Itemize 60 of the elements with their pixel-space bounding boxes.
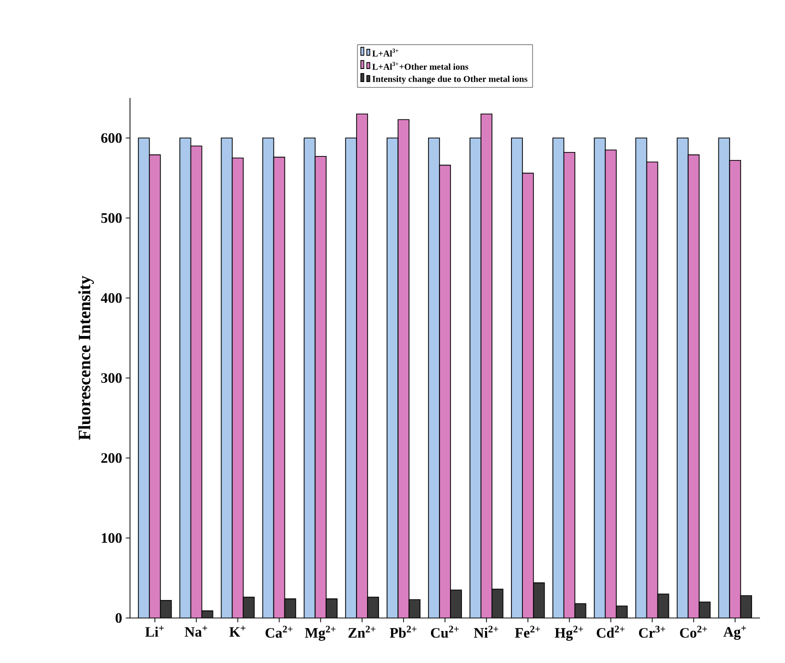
x-tick-label: Co$^{2+}$	[680, 626, 708, 638]
bar	[605, 150, 616, 618]
bar	[149, 154, 160, 618]
legend-label: L+Al$^{3+}$+Other metal ions	[372, 62, 468, 70]
x-tick-label: Pb$^{2+}$	[390, 626, 416, 638]
y-tick-label: 300	[101, 373, 122, 383]
bar	[190, 146, 202, 618]
bar	[138, 138, 150, 618]
bar	[398, 120, 410, 618]
y-tick-label: 200	[101, 453, 122, 463]
x-tick-label: Li$^{+}$	[145, 626, 164, 637]
y-tick-label: 0	[116, 613, 122, 623]
bar	[387, 138, 398, 618]
x-tick-label: Cu$^{2+}$	[430, 626, 459, 638]
y-tick-label: 400	[100, 293, 122, 303]
bar	[564, 152, 575, 618]
bar	[658, 594, 669, 618]
x-tick-label: Hg$^{2+}$	[554, 626, 584, 641]
x-tick-label: Na$^{+}$	[184, 626, 208, 637]
y-tick-label: 600	[101, 133, 122, 143]
bar	[284, 598, 296, 618]
bar	[470, 138, 481, 618]
x-tick-label: Mg$^{2+}$	[304, 626, 336, 641]
bar	[346, 138, 357, 618]
x-tick-label: Zn$^{2+}$	[348, 626, 376, 638]
bar	[326, 598, 338, 618]
x-tick-label: Ni$^{2+}$	[474, 626, 498, 638]
bar	[718, 138, 730, 618]
bar	[428, 138, 440, 618]
bar	[243, 597, 254, 618]
bar	[232, 158, 244, 618]
bar	[480, 114, 492, 618]
bar	[262, 138, 274, 618]
bar	[304, 138, 316, 618]
y-tick-label: 100	[102, 533, 122, 543]
bar	[552, 138, 564, 618]
bar	[522, 173, 534, 618]
bar	[677, 138, 688, 618]
bar	[440, 165, 451, 618]
x-tick-label: Cr$^{3+}$	[639, 626, 666, 638]
bar	[511, 138, 522, 618]
bar	[646, 162, 658, 618]
y-axis-title: Fluorescence Intensity	[78, 276, 94, 440]
bar	[221, 138, 232, 618]
bar	[729, 160, 742, 618]
bar	[636, 138, 647, 618]
bar	[594, 138, 606, 618]
x-tick-label: Cd$^{2+}$	[596, 626, 625, 638]
x-tick-label: Ca$^{2+}$	[266, 626, 293, 638]
y-tick-label: 500	[101, 213, 122, 223]
x-tick-label: K$^{+}$	[229, 626, 246, 637]
legend-label: Intensity change due to Other metal ions	[372, 76, 528, 84]
bar	[688, 154, 700, 618]
bar	[315, 156, 326, 618]
x-tick-label: Ag$^{+}$	[723, 626, 746, 640]
x-tick-label: Fe$^{2+}$	[515, 626, 540, 638]
bar	[356, 114, 368, 618]
legend-label: L+Al$^{3+}$	[372, 48, 398, 56]
bar	[274, 157, 285, 618]
bar	[180, 138, 191, 618]
